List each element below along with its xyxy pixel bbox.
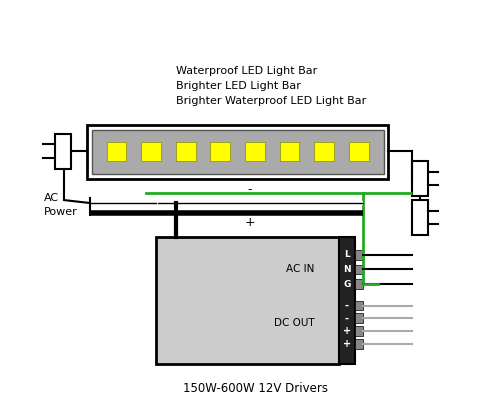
Text: -: - [345,300,349,310]
Text: AC
Power: AC Power [44,193,78,217]
Bar [141,142,161,161]
Bar [355,326,362,336]
Text: L: L [344,250,350,259]
Bar [355,250,362,260]
Bar [412,200,428,235]
Bar [339,237,355,364]
Text: -: - [248,183,252,196]
Bar [355,313,362,323]
Bar [176,142,196,161]
Bar [55,134,71,169]
Bar [156,237,339,364]
Text: 150W-600W 12V Drivers: 150W-600W 12V Drivers [183,382,328,395]
Bar [280,142,299,161]
Text: DC OUT: DC OUT [274,318,314,328]
Text: +: + [343,326,351,336]
Bar [106,142,126,161]
Text: G: G [343,280,350,288]
Bar [314,142,334,161]
Bar [355,339,362,348]
Bar [412,161,428,196]
Bar [349,142,368,161]
Text: N: N [343,265,350,274]
Text: AC IN: AC IN [286,264,314,274]
Text: +: + [244,216,256,229]
Text: -: - [345,313,349,323]
Text: +: + [343,339,351,349]
Text: Waterproof LED Light Bar
Brighter LED Light Bar
Brighter Waterproof LED Light Ba: Waterproof LED Light Bar Brighter LED Li… [176,66,366,106]
Bar [87,125,388,178]
Bar [355,279,362,289]
Bar [92,130,384,174]
Bar [210,142,230,161]
Bar [245,142,265,161]
Bar [355,264,362,274]
Bar [355,301,362,310]
